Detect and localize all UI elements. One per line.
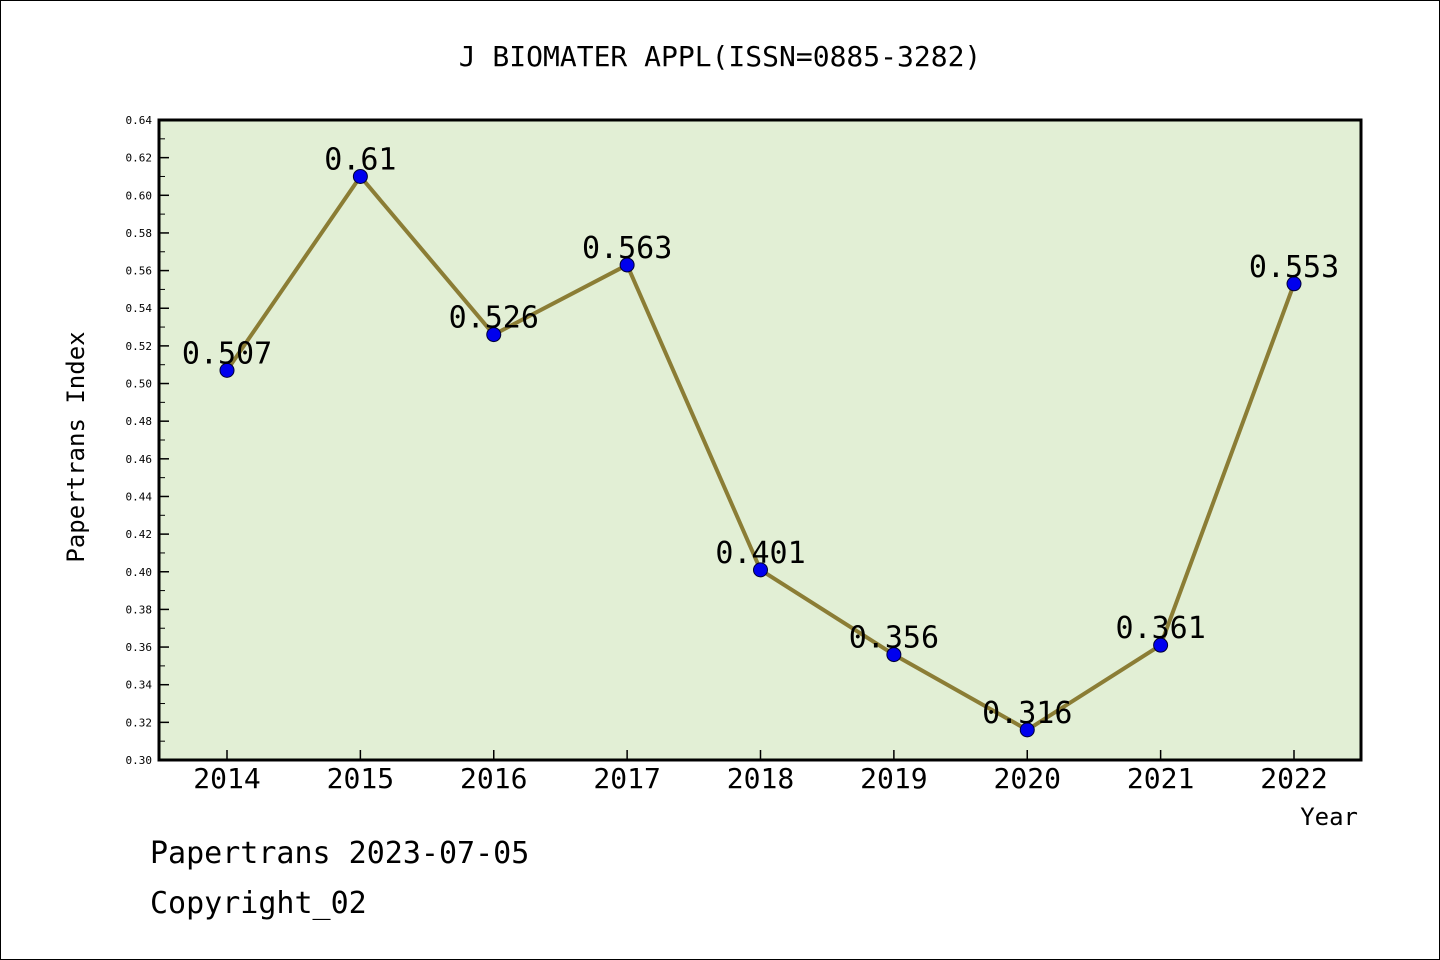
y-tick-label: 0.64 (126, 114, 153, 127)
y-tick-label: 0.30 (126, 754, 153, 767)
footer-date: Papertrans 2023-07-05 (150, 836, 530, 871)
x-tick-label: 2015 (327, 762, 394, 795)
data-point (219, 362, 235, 378)
y-tick-label: 0.34 (126, 679, 153, 692)
x-tick-label: 2014 (193, 762, 260, 795)
y-tick-label: 0.56 (126, 265, 153, 278)
y-tick-label: 0.36 (126, 641, 153, 654)
data-label: 0.526 (449, 301, 539, 336)
x-tick-label: 2019 (860, 762, 927, 795)
y-tick-label: 0.48 (126, 415, 153, 428)
x-tick-label: 2017 (593, 762, 660, 795)
x-tick-label: 2016 (460, 762, 527, 795)
x-tick-label: 2021 (1127, 762, 1194, 795)
data-label: 0.563 (582, 231, 672, 266)
footer-copyright: Copyright_02 (150, 886, 367, 921)
data-point (1019, 722, 1035, 738)
plot-area (157, 118, 1363, 762)
y-tick-label: 0.46 (126, 453, 153, 466)
series-group: 0.507 0.61 0.526 0.563 0.401 0.356 0.316 0.361 0… (182, 142, 1339, 738)
x-axis-label: Year (1300, 803, 1358, 831)
y-tick-label: 0.62 (126, 152, 153, 165)
y-axis: 0.30 0.32 0.34 0.36 0.38 0.40 0.42 0.44 0.46 0.48… (126, 114, 169, 767)
x-tick-label: 2018 (727, 762, 794, 795)
y-tick-label: 0.42 (126, 528, 153, 541)
y-tick-label: 0.52 (126, 340, 153, 353)
data-label: 0.361 (1115, 611, 1205, 646)
data-label: 0.356 (849, 621, 939, 656)
data-point (352, 168, 368, 184)
data-label: 0.553 (1249, 250, 1339, 285)
data-point (619, 257, 635, 273)
data-point (1286, 276, 1302, 292)
x-tick-label: 2020 (994, 762, 1061, 795)
data-label: 0.61 (324, 142, 396, 177)
data-label: 0.316 (982, 696, 1072, 731)
y-tick-label: 0.44 (126, 490, 153, 503)
y-tick-label: 0.50 (126, 378, 153, 391)
y-tick-label: 0.32 (126, 716, 153, 729)
y-tick-label: 0.40 (126, 566, 153, 579)
x-tick-label: 2022 (1260, 762, 1327, 795)
chart-title: J BIOMATER APPL(ISSN=0885-3282) (459, 40, 982, 73)
y-tick-label: 0.58 (126, 227, 153, 240)
data-label: 0.507 (182, 336, 272, 371)
y-tick-label: 0.54 (126, 302, 153, 315)
data-point (753, 562, 768, 578)
data-label: 0.401 (715, 536, 805, 571)
y-tick-label: 0.38 (126, 603, 153, 616)
data-point (1153, 637, 1169, 653)
data-point (886, 647, 902, 663)
y-tick-label: 0.60 (126, 189, 153, 202)
x-axis: 2014 2015 2016 2017 2018 2019 2020 2021 2022 (193, 750, 1328, 795)
y-axis-label: Papertrans Index (62, 331, 90, 562)
data-point (486, 327, 502, 343)
